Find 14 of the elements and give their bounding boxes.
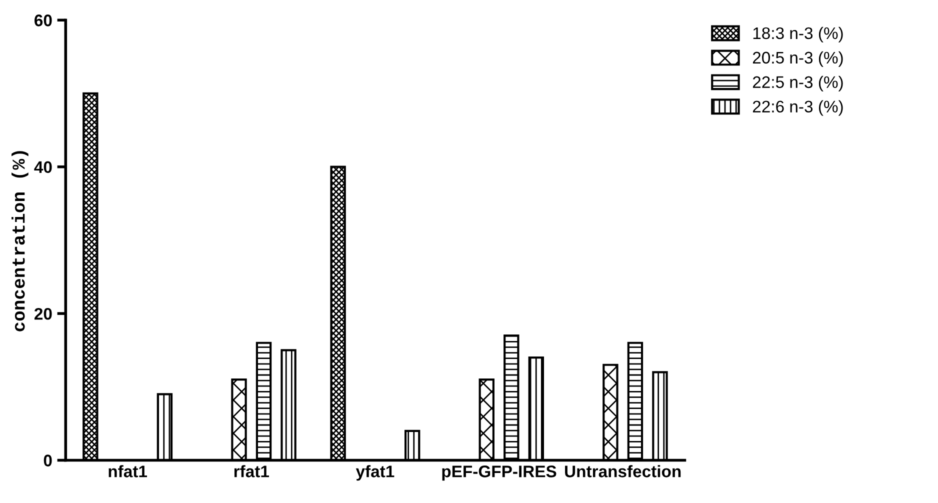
y-axis-title: concentration (%) bbox=[12, 151, 28, 332]
y-tick-label: 20 bbox=[34, 308, 52, 320]
x-tick-label: nfat1 bbox=[108, 465, 148, 478]
x-tick-label: Untransfection bbox=[565, 465, 681, 478]
x-tick-label: rfat1 bbox=[234, 465, 269, 478]
legend-label: 22:5 n-3 (%) bbox=[752, 76, 843, 92]
legend-label: 18:3 n-3 (%) bbox=[753, 26, 843, 42]
legend-label: 20:5 n-3 (%) bbox=[752, 51, 843, 67]
legend-label: 22:6 n-3 (%) bbox=[752, 100, 843, 116]
y-tick-label: 40 bbox=[34, 161, 52, 174]
y-tick-label: 0 bbox=[44, 454, 52, 466]
x-tick-label: pEF-GFP-IRES bbox=[442, 466, 556, 481]
x-tick-label: yfat1 bbox=[356, 465, 394, 481]
y-tick-label: 60 bbox=[34, 14, 52, 26]
